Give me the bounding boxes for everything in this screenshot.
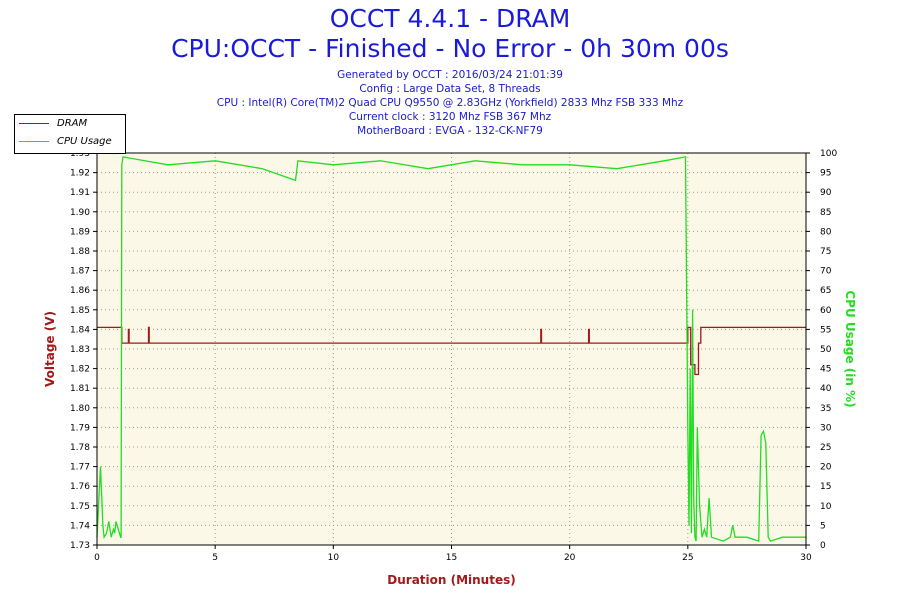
y-right-tick-label: 35 <box>820 404 831 414</box>
legend: DRAM CPU Usage <box>14 114 126 154</box>
y-left-tick-label: 1.93 <box>70 149 90 159</box>
y-left-tick-label: 1.87 <box>70 267 90 277</box>
y-right-tick-label: 0 <box>820 541 826 551</box>
y-right-tick-label: 40 <box>820 384 832 394</box>
x-tick-label: 15 <box>446 553 457 563</box>
chart-subtitle: CPU:OCCT - Finished - No Error - 0h 30m … <box>171 34 729 63</box>
y-left-tick-label: 1.85 <box>70 306 90 316</box>
y-right-tick-label: 90 <box>820 188 832 198</box>
y-left-tick-label: 1.73 <box>70 541 90 551</box>
y-left-tick-label: 1.92 <box>70 169 90 179</box>
y-right-tick-label: 100 <box>820 149 837 159</box>
y-left-tick-label: 1.83 <box>70 345 90 355</box>
series-line-cpu <box>96 156 806 542</box>
y-left-tick-label: 1.88 <box>70 247 90 257</box>
y-left-tick-label: 1.79 <box>70 423 90 433</box>
y-right-tick-label: 70 <box>820 267 832 277</box>
plot-frame <box>96 152 807 546</box>
y-left-tick-label: 1.77 <box>70 463 90 473</box>
y-right-tick-label: 65 <box>820 286 831 296</box>
y-right-tick-label: 25 <box>820 443 831 453</box>
info-generated: Generated by OCCT : 2016/03/24 21:01:39 <box>337 69 563 81</box>
info-motherboard: MotherBoard : EVGA - 132-CK-NF79 <box>357 125 543 137</box>
y-left-tick-label: 1.80 <box>70 404 90 414</box>
info-cpu: CPU : Intel(R) Core(TM)2 Quad CPU Q9550 … <box>216 97 684 109</box>
y-left-tick-label: 1.76 <box>70 482 90 492</box>
legend-label-dram: DRAM <box>57 118 88 129</box>
x-axis-title: Duration (Minutes) <box>387 573 515 587</box>
y-left-tick-label: 1.75 <box>70 502 90 512</box>
y-right-tick-label: 75 <box>820 247 831 257</box>
y-left-tick-label: 1.82 <box>70 365 90 375</box>
x-axis: 0 5 10 15 20 25 30 <box>94 545 812 563</box>
y-right-tick-label: 45 <box>820 365 831 375</box>
y-right-tick-label: 50 <box>820 345 832 355</box>
y-left-tick-label: 1.86 <box>70 286 90 296</box>
y-left-tick-label: 1.90 <box>70 208 90 218</box>
x-tick-label: 25 <box>682 553 693 563</box>
x-tick-label: 30 <box>800 553 812 563</box>
y-axis-right: 0 5 10 15 20 25 30 35 40 45 50 55 60 65 70 75 80 85 90 95 10… <box>806 149 837 551</box>
y-axis-left: 1.73 1.74 1.75 1.76 1.77 1.78 1.79 1.80 1.81 1.82… <box>70 149 97 551</box>
x-tick-label: 10 <box>328 553 340 563</box>
y-right-tick-label: 60 <box>820 306 832 316</box>
y-right-tick-label: 10 <box>820 502 832 512</box>
legend-item-cpu: CPU Usage <box>19 135 112 149</box>
y-left-tick-label: 1.78 <box>70 443 90 453</box>
y-right-tick-label: 55 <box>820 325 831 335</box>
y-left-tick-label: 1.74 <box>70 521 90 531</box>
x-tick-label: 5 <box>212 553 218 563</box>
y-right-tick-label: 80 <box>820 227 832 237</box>
y-right-tick-label: 15 <box>820 482 831 492</box>
x-tick-label: 0 <box>94 553 100 563</box>
y-right-tick-label: 95 <box>820 169 831 179</box>
x-tick-label: 20 <box>564 553 576 563</box>
info-clock: Current clock : 3120 Mhz FSB 367 Mhz <box>348 111 552 123</box>
chart-title: OCCT 4.4.1 - DRAM <box>329 4 571 33</box>
legend-swatch-dram <box>19 122 49 124</box>
info-config: Config : Large Data Set, 8 Threads <box>359 83 541 95</box>
y-left-tick-label: 1.91 <box>70 188 90 198</box>
y-left-tick-label: 1.81 <box>70 384 90 394</box>
series-line-dram <box>97 326 806 376</box>
series-group <box>96 156 806 542</box>
y-right-tick-label: 85 <box>820 208 831 218</box>
legend-label-cpu: CPU Usage <box>57 136 112 147</box>
y-left-tick-label: 1.84 <box>70 325 90 335</box>
y-axis-left-title: Voltage (V) <box>43 311 57 387</box>
y-left-tick-label: 1.89 <box>70 227 90 237</box>
legend-item-dram: DRAM <box>19 117 87 131</box>
y-axis-right-title: CPU Usage (in %) <box>843 290 857 407</box>
legend-swatch-cpu <box>19 140 49 142</box>
y-right-tick-label: 20 <box>820 463 832 473</box>
y-right-tick-label: 30 <box>820 423 832 433</box>
grid <box>97 153 806 545</box>
y-right-tick-label: 5 <box>820 521 826 531</box>
